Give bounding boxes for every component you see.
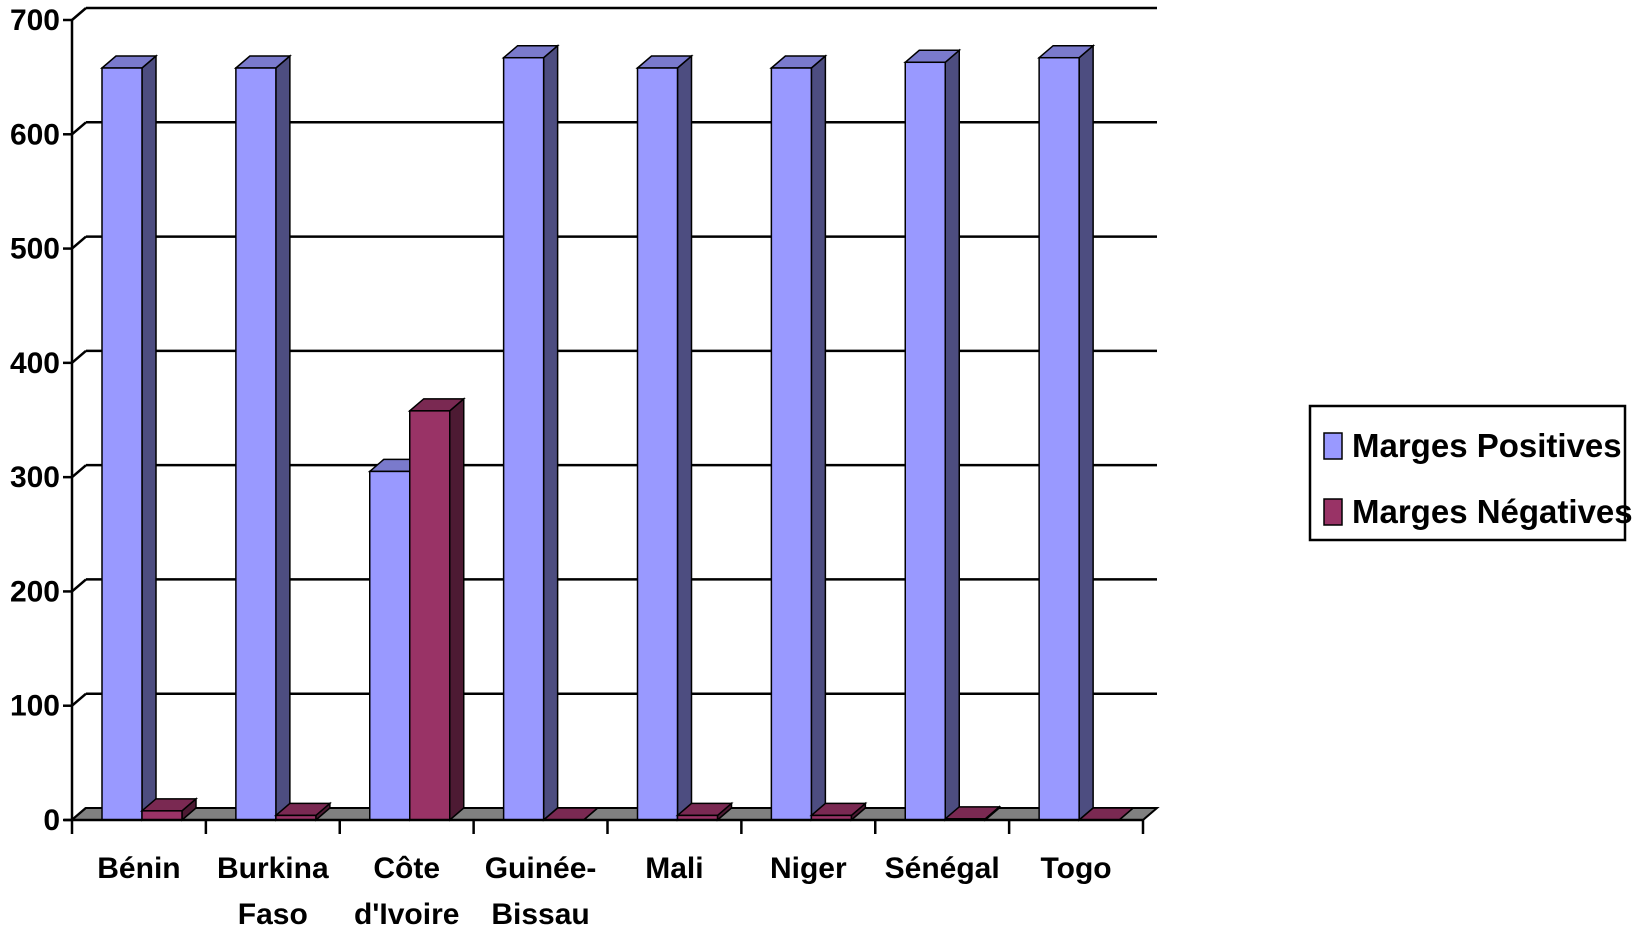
y-tick-label: 100 [10,690,60,723]
bar [809,801,868,822]
bar-front [904,61,946,821]
bar-side [676,54,693,822]
legend-label: Marges Négatives [1352,493,1632,530]
bar-side [275,54,291,822]
x-tick-label: d'Ivoire [354,898,460,931]
bar [273,801,332,822]
gridline-connector [71,692,87,707]
legend-box [1308,404,1627,542]
bar-side [810,54,827,822]
x-axis-ticks: Bénin Burkina Faso Côte d'Ivoire Guinée- Bissa… [70,820,1145,931]
bar [1037,44,1096,822]
bar-front [1038,56,1080,821]
x-tick-label: Guinée- [485,852,597,885]
y-tick-label: 600 [10,118,60,151]
bars [99,44,1136,822]
bar-front [369,470,411,821]
x-tick-label: Togo [1041,852,1112,885]
y-tick-label: 0 [43,804,60,837]
bar-front [101,67,143,821]
bar-side [449,397,465,822]
y-axis-ticks: 0 100 200 300 400 500 600 700 [10,4,72,837]
bar [407,397,466,822]
y-tick-label: 500 [10,233,60,266]
x-tick-label: Niger [770,852,847,885]
bar-front [502,56,545,821]
x-tick-label: Mali [645,852,703,885]
gridline-connector [71,235,87,250]
bar-side [141,54,157,822]
legend: Marges Positives Marges Négatives [1308,404,1632,542]
bar-side [1078,44,1094,822]
legend-label: Marges Positives [1352,427,1622,464]
bar-front [235,67,277,821]
x-tick-label: Faso [238,898,308,931]
gridline-connector [71,464,87,479]
y-tick-label: 300 [10,461,60,494]
bar [903,48,962,822]
bar-side [944,48,960,822]
gridline-connector [71,349,87,364]
y-tick-label: 400 [10,347,60,380]
legend-swatch [1323,432,1343,460]
x-tick-label: Sénégal [885,852,1000,885]
bar [139,797,199,822]
legend-swatch [1323,498,1343,526]
bar-front [636,67,679,821]
bar [635,54,694,822]
axes [64,20,1143,822]
gridlines [71,6,1157,821]
x-tick-label: Burkina [217,852,329,885]
gridline-connector [71,578,87,593]
x-tick-label: Bénin [97,852,180,885]
bar [233,54,292,822]
gridline-connector [71,7,87,21]
y-tick-label: 200 [10,575,60,608]
bar-side [542,44,559,822]
x-tick-label: Bissau [491,898,589,931]
bar-front [409,410,451,821]
y-tick-label: 700 [10,4,60,37]
bar [769,54,828,822]
gridline-connector [71,121,87,136]
bar-front [770,67,813,821]
x-tick-label: Côte [373,852,440,885]
bar-front [141,810,183,821]
bar [99,54,159,822]
bar [501,44,560,822]
